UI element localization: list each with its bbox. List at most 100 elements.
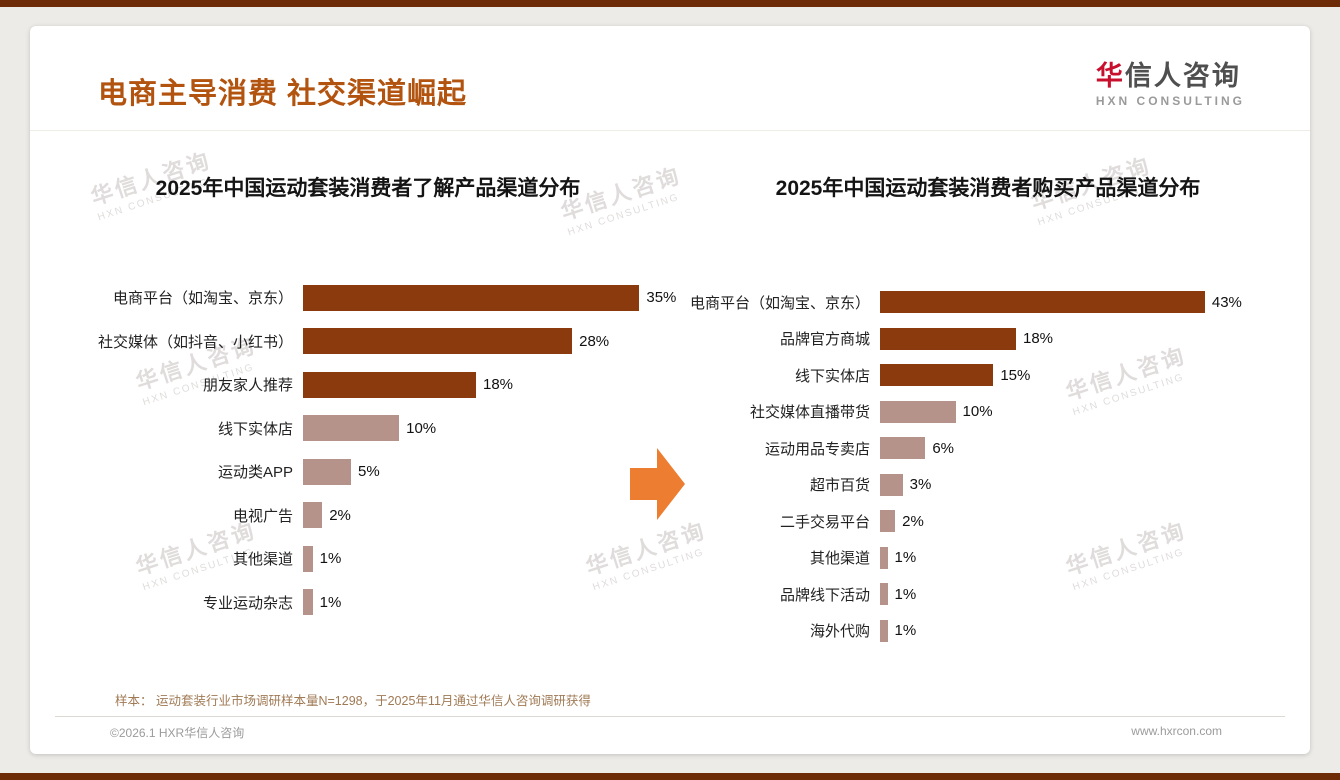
value-label: 15% [1000, 366, 1031, 384]
value-label: 1% [894, 549, 917, 567]
category-label: 品牌线下活动 [779, 586, 870, 604]
category-label: 专业运动杂志 [202, 594, 293, 612]
chart-row: 运动用品专卖店 6% [680, 430, 1220, 467]
value-label: 5% [358, 463, 380, 481]
value-label: 10% [406, 419, 437, 437]
chart-row: 社交媒体（如抖音、小红书） 28% [85, 320, 649, 364]
category-label: 海外代购 [809, 623, 870, 641]
value-label: 1% [319, 593, 342, 611]
logo-chinese: 华信人咨询 [1095, 61, 1245, 92]
left-bar-chart: 电商平台（如淘宝、京东） 35% 社交媒体（如抖音、小红书） 28% 朋友家人推荐 18%… [85, 276, 676, 625]
bar [880, 437, 926, 460]
bar [880, 327, 1016, 350]
value-label: 28% [579, 332, 610, 350]
value-label: 6% [932, 439, 955, 457]
bar-track: 2% [880, 510, 1220, 533]
right-arrow-icon [630, 448, 685, 520]
category-label: 朋友家人推荐 [202, 377, 293, 395]
chart-row: 朋友家人推荐 18% [85, 363, 649, 407]
slide-card: 华信人咨询 HXN CONSULTING 华信人咨询 HXN CONSULTING … [30, 26, 1310, 754]
value-label: 2% [329, 506, 351, 524]
chart-row: 电商平台（如淘宝、京东） 43% [680, 284, 1242, 321]
category-label: 二手交易平台 [779, 513, 870, 531]
category-label: 运动用品专卖店 [764, 440, 870, 458]
transition-arrow [630, 446, 686, 527]
footer-website: www.hxrcon.com [1131, 724, 1222, 738]
company-logo: 华信人咨询 HXN CONSULTING [1095, 61, 1245, 108]
chart-row: 运动类APP 5% [85, 450, 649, 494]
chart-row: 二手交易平台 2% [680, 503, 1220, 540]
bar-track: 2% [303, 502, 649, 529]
chart-row: 超市百货 3% [680, 467, 1220, 504]
bar [880, 510, 896, 533]
bar-track: 5% [303, 458, 649, 485]
category-label: 电商平台（如淘宝、京东） [112, 290, 293, 308]
bar-track: 1% [880, 546, 1220, 569]
chart-row: 社交媒体直播带货 10% [680, 394, 1220, 431]
bar [880, 546, 888, 569]
bar-track: 1% [880, 583, 1220, 606]
top-border-strip [0, 0, 1340, 7]
bar-track: 10% [303, 415, 649, 442]
bar [303, 589, 313, 616]
bar [880, 619, 888, 642]
left-chart-title: 2025年中国运动套装消费者了解产品渠道分布 [155, 177, 581, 200]
category-label: 品牌官方商城 [779, 331, 870, 349]
value-label: 1% [894, 622, 917, 640]
chart-row: 专业运动杂志 1% [85, 581, 649, 625]
bar-track: 1% [880, 619, 1220, 642]
bar-track: 1% [303, 545, 649, 572]
category-label: 其他渠道 [232, 551, 293, 569]
bar [303, 458, 352, 485]
chart-row: 其他渠道 1% [680, 540, 1220, 577]
value-label: 1% [894, 585, 917, 603]
bar [880, 400, 956, 423]
category-label: 线下实体店 [794, 367, 870, 385]
right-bar-chart: 电商平台（如淘宝、京东） 43% 品牌官方商城 18% 线下实体店 15% 社交媒体直播带货… [680, 284, 1242, 650]
chart-row: 线下实体店 15% [680, 357, 1220, 394]
bar-track: 18% [303, 371, 649, 398]
bar-track: 1% [303, 589, 649, 616]
sample-footnote: 样本： 运动套装行业市场调研样本量N=1298，于2025年11月通过华信人咨询… [115, 694, 591, 708]
value-label: 35% [646, 289, 677, 307]
chart-row: 电商平台（如淘宝、京东） 35% [85, 276, 676, 320]
footer-divider [55, 716, 1285, 717]
category-label: 其他渠道 [809, 550, 870, 568]
bar [303, 545, 313, 572]
chart-rows: 电商平台（如淘宝、京东） 35% 社交媒体（如抖音、小红书） 28% 朋友家人推荐 18%… [85, 276, 676, 625]
bar [303, 284, 640, 311]
right-chart-title: 2025年中国运动套装消费者购买产品渠道分布 [775, 177, 1201, 200]
bar-track: 15% [880, 364, 1220, 387]
bar-track: 10% [880, 400, 1220, 423]
logo-english: HXN CONSULTING [1095, 93, 1245, 108]
bottom-border-strip [0, 773, 1340, 780]
bar [880, 583, 888, 606]
chart-row: 其他渠道 1% [85, 537, 649, 581]
chart-row: 线下实体店 10% [85, 407, 649, 451]
bar [880, 291, 1205, 314]
chart-row: 海外代购 1% [680, 613, 1220, 650]
chart-row: 品牌官方商城 18% [680, 321, 1220, 358]
value-label: 2% [902, 512, 924, 530]
bar-track: 6% [880, 437, 1220, 460]
bar-track: 35% [303, 284, 676, 311]
bar-track: 3% [880, 473, 1220, 496]
footer-copyright: ©2026.1 HXR华信人咨询 [110, 726, 245, 740]
value-label: 3% [909, 476, 932, 494]
bar [303, 371, 476, 398]
logo-chinese-rest: 信人咨询 [1124, 61, 1241, 91]
value-label: 18% [1023, 330, 1054, 348]
category-label: 电商平台（如淘宝、京东） [689, 294, 870, 312]
value-label: 43% [1211, 293, 1242, 311]
bar-track: 43% [880, 291, 1242, 314]
category-label: 线下实体店 [217, 420, 293, 438]
header-divider [30, 130, 1310, 131]
page-title: 电商主导消费 社交渠道崛起 [98, 78, 468, 110]
chart-row: 电视广告 2% [85, 494, 649, 538]
bar [303, 415, 400, 442]
category-label: 社交媒体（如抖音、小红书） [97, 333, 293, 351]
bar-track: 18% [880, 327, 1220, 350]
category-label: 社交媒体直播带货 [749, 404, 870, 422]
logo-chinese-first: 华 [1095, 61, 1125, 91]
chart-row: 品牌线下活动 1% [680, 576, 1220, 613]
